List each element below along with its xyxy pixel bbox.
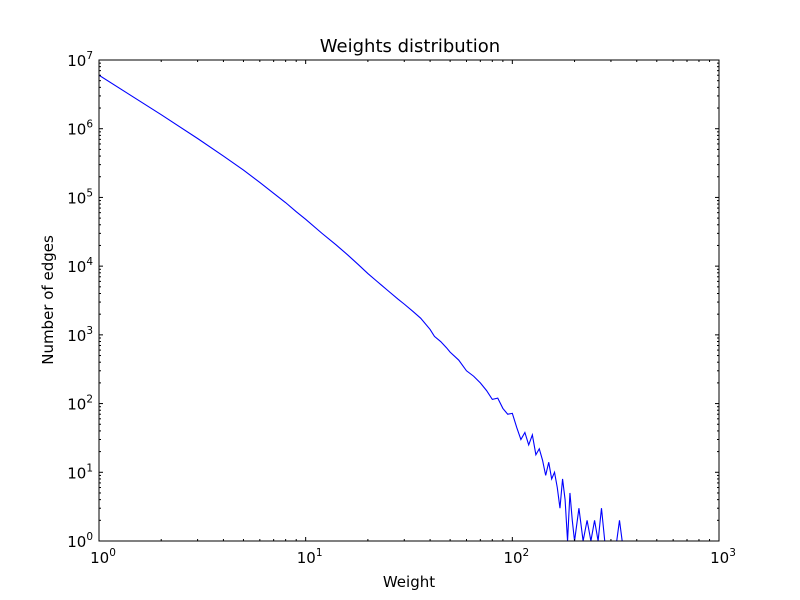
y-tick-label: 100 [67,531,93,551]
y-tick-label: 102 [67,394,93,414]
tick-layer [98,59,720,542]
x-tick-label: 103 [710,547,736,567]
chart-title: Weights distribution [320,36,500,57]
y-tick-label: 103 [67,325,93,345]
x-tick-label: 100 [90,547,116,567]
x-tick-label: 101 [297,547,323,567]
x-axis-title: Weight [383,573,435,591]
x-tick-label: 102 [503,547,529,567]
y-tick-label: 107 [67,50,93,70]
y-tick-label: 105 [67,187,93,207]
y-tick-label: 106 [67,119,93,139]
y-tick-label: 104 [67,256,93,276]
y-tick-label: 101 [67,462,93,482]
axes-frame [98,59,720,542]
series-line-0 [99,74,628,541]
y-axis-title: Number of edges [39,235,57,365]
label-layer: 100 101 102 103 100 101 102 103 104 105 106 107 [67,50,736,567]
plot-layer [98,59,720,542]
